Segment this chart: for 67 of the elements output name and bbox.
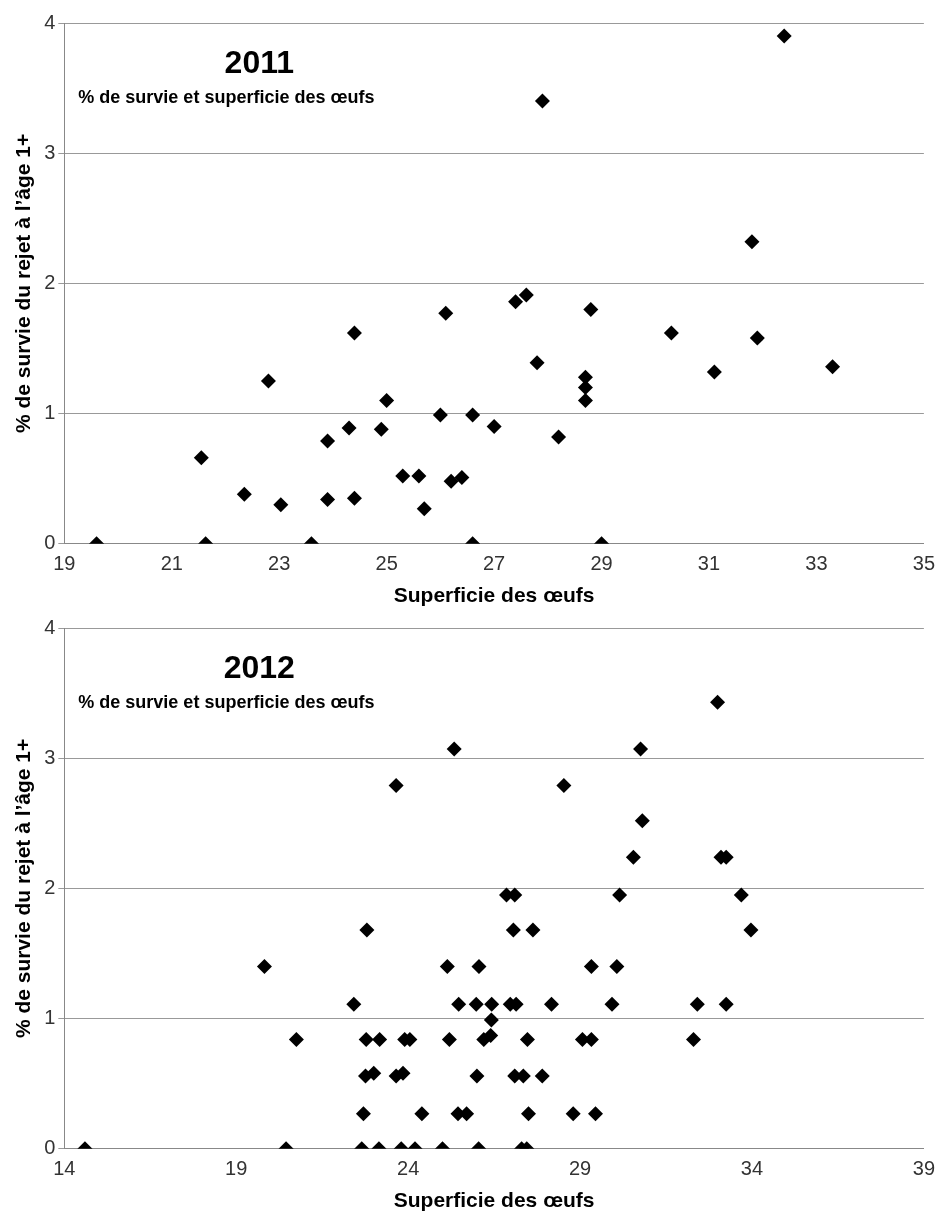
point — [193, 450, 209, 466]
point — [508, 294, 524, 310]
x-tick-label: 33 — [805, 552, 828, 575]
point — [534, 93, 550, 109]
y-tick-label: 0 — [44, 531, 56, 554]
point — [395, 468, 411, 484]
point — [438, 305, 454, 321]
x-tick-label: 25 — [375, 552, 398, 575]
point — [529, 355, 545, 371]
y-tick-label: 3 — [44, 140, 56, 163]
y-tick-label: 4 — [44, 615, 56, 638]
text: % de survie et superficie des œufs — [78, 692, 375, 712]
point — [744, 234, 760, 250]
point — [320, 492, 336, 508]
point — [273, 497, 289, 513]
point — [663, 325, 679, 341]
point — [443, 473, 459, 489]
x-tick-label: 31 — [697, 552, 721, 575]
point — [486, 419, 502, 435]
y-tick-label: 3 — [44, 745, 56, 768]
x-tick-label: 34 — [740, 1157, 764, 1180]
y-tick-label: 4 — [44, 10, 56, 33]
x-tick-label: 27 — [482, 552, 506, 575]
point — [465, 407, 481, 423]
y-tick-label: 1 — [44, 1006, 56, 1029]
x-tick-label: 24 — [397, 1157, 420, 1180]
y-tick-label: 2 — [44, 875, 56, 898]
y-axis-title: % de survie du rejet à l’âge 1+ — [11, 133, 35, 434]
point — [320, 433, 336, 449]
point — [518, 287, 534, 303]
text: % de survie et superficie des œufs — [78, 87, 375, 107]
point — [706, 364, 722, 380]
x-tick-label: 29 — [568, 1157, 592, 1180]
x-tick-label: 19 — [225, 1157, 248, 1180]
point — [346, 325, 362, 341]
x-tick-label: 14 — [53, 1157, 76, 1180]
x-tick-label: 35 — [912, 552, 935, 575]
y-tick-label: 2 — [44, 270, 56, 293]
x-tick-label: 21 — [160, 552, 183, 575]
y-tick-label: 1 — [44, 401, 56, 424]
point — [260, 373, 276, 389]
point — [236, 486, 252, 502]
point — [341, 420, 357, 436]
point — [749, 330, 765, 346]
point — [583, 301, 599, 317]
point — [373, 421, 389, 437]
point — [776, 28, 792, 44]
text: 2012 — [223, 649, 295, 685]
text: 2011 — [224, 44, 295, 80]
y-axis-title: % de survie du rejet à l’âge 1+ — [11, 738, 35, 1039]
point — [577, 393, 593, 409]
x-axis-title: Superficie des œufs — [393, 1188, 595, 1212]
x-tick-label: 19 — [53, 552, 76, 575]
y-tick-label: 0 — [44, 1136, 56, 1159]
x-tick-label: 29 — [590, 552, 613, 575]
point — [432, 407, 448, 423]
x-tick-label: 23 — [268, 552, 291, 575]
point — [346, 490, 362, 506]
point — [379, 393, 395, 409]
point — [411, 468, 427, 484]
point — [454, 469, 470, 485]
point — [577, 380, 593, 396]
point — [416, 501, 432, 517]
x-tick-label: 39 — [912, 1157, 935, 1180]
point — [825, 359, 841, 375]
point — [551, 429, 567, 445]
x-axis-title: Superficie des œufs — [393, 583, 595, 607]
